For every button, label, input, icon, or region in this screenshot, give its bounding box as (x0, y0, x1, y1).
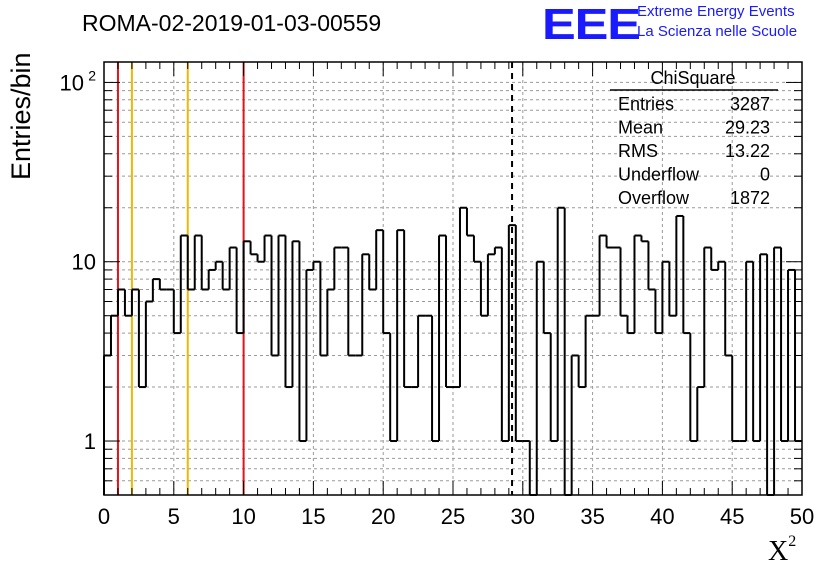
stats-label: Entries (618, 94, 674, 114)
y-tick-label: 10 (72, 250, 96, 275)
stats-value: 3287 (730, 94, 770, 114)
stats-value: 1872 (730, 188, 770, 208)
x-tick-label: 5 (168, 504, 180, 529)
y-tick-label-exponent: 2 (88, 67, 96, 83)
stats-label: Mean (618, 118, 663, 138)
stats-label: Underflow (618, 165, 700, 185)
x-axis-label-base: X (768, 536, 789, 567)
y-tick-label: 10 (60, 70, 84, 95)
eee-logo: EEE (542, 0, 641, 49)
x-tick-label: 50 (790, 504, 814, 529)
stats-value: 0 (760, 165, 770, 185)
stats-label: RMS (618, 141, 658, 161)
x-tick-label: 20 (371, 504, 395, 529)
x-axis-label-sup: 2 (788, 532, 797, 550)
x-tick-label: 30 (511, 504, 535, 529)
x-tick-label: 45 (720, 504, 744, 529)
x-axis-label: X2 (768, 532, 797, 568)
stats-value: 29.23 (725, 118, 770, 138)
stats-box-title: ChiSquare (650, 68, 735, 88)
x-tick-label: 35 (580, 504, 604, 529)
logo-subtitle-line2: La Scienza nelle Scuole (637, 23, 798, 40)
run-title: ROMA-02-2019-01-03-00559 (82, 10, 382, 36)
stats-label: Overflow (618, 188, 690, 208)
x-tick-label: 25 (441, 504, 465, 529)
x-tick-label: 15 (301, 504, 325, 529)
stats-value: 13.22 (725, 141, 770, 161)
x-tick-label: 40 (650, 504, 674, 529)
logo-subtitle-line1: Extreme Energy Events (637, 3, 795, 20)
x-tick-label: 10 (231, 504, 255, 529)
y-tick-label: 1 (84, 429, 96, 454)
x-tick-label: 0 (98, 504, 110, 529)
